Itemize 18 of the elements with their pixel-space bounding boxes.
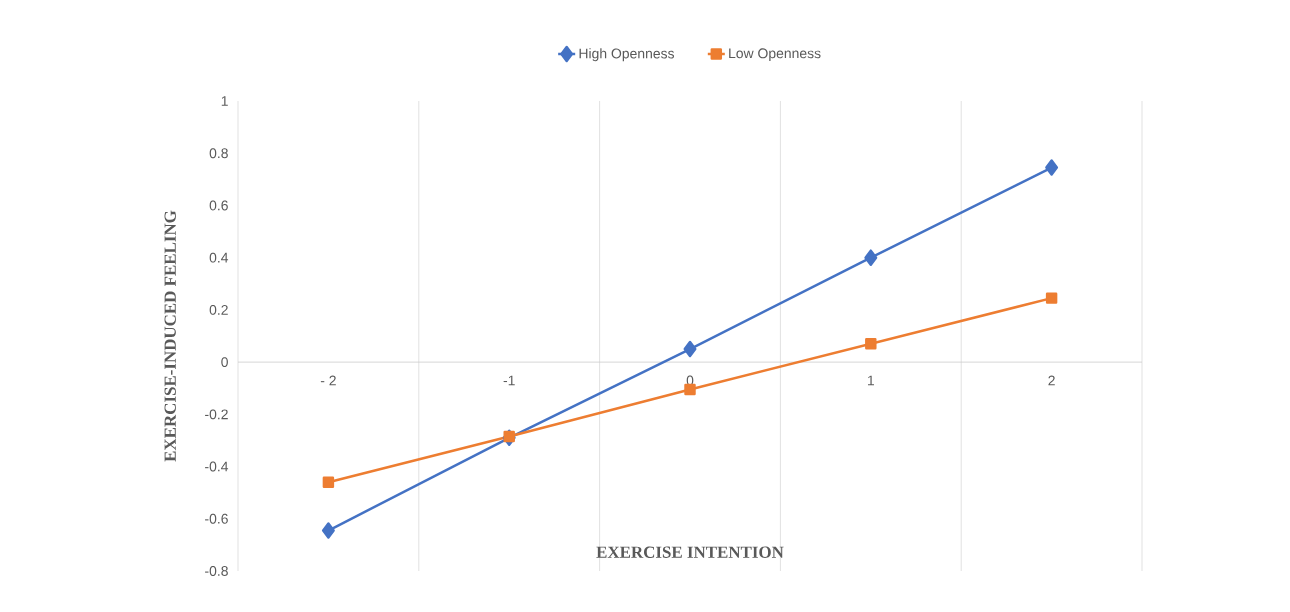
x-tick-label: - 2 [320, 375, 336, 386]
y-tick-label: 0.4 [209, 252, 229, 263]
x-tick-label: 1 [867, 375, 875, 386]
x-tick-label: -1 [503, 375, 515, 386]
x-tick-label: 2 [1048, 375, 1055, 386]
x-axis-title: EXERCISE INTENTION [596, 546, 784, 558]
y-tick-label: 0.8 [209, 148, 228, 159]
y-axis-title: EXERCISE-INDUCED FEELING [164, 210, 176, 462]
y-tick-label: 0.6 [209, 200, 228, 211]
legend-label: Low Openness [729, 48, 821, 61]
y-tick-label: 0 [221, 357, 228, 368]
y-tick-label: -0.4 [205, 461, 229, 472]
y-tick-label: -0.8 [205, 566, 228, 576]
y-tick-label: 0.2 [209, 304, 228, 315]
legend-label: High Openness [579, 48, 675, 62]
y-tick-label: 1 [221, 96, 228, 106]
y-tick-label: -0.2 [205, 409, 228, 420]
y-tick-label: -0.6 [205, 513, 228, 524]
